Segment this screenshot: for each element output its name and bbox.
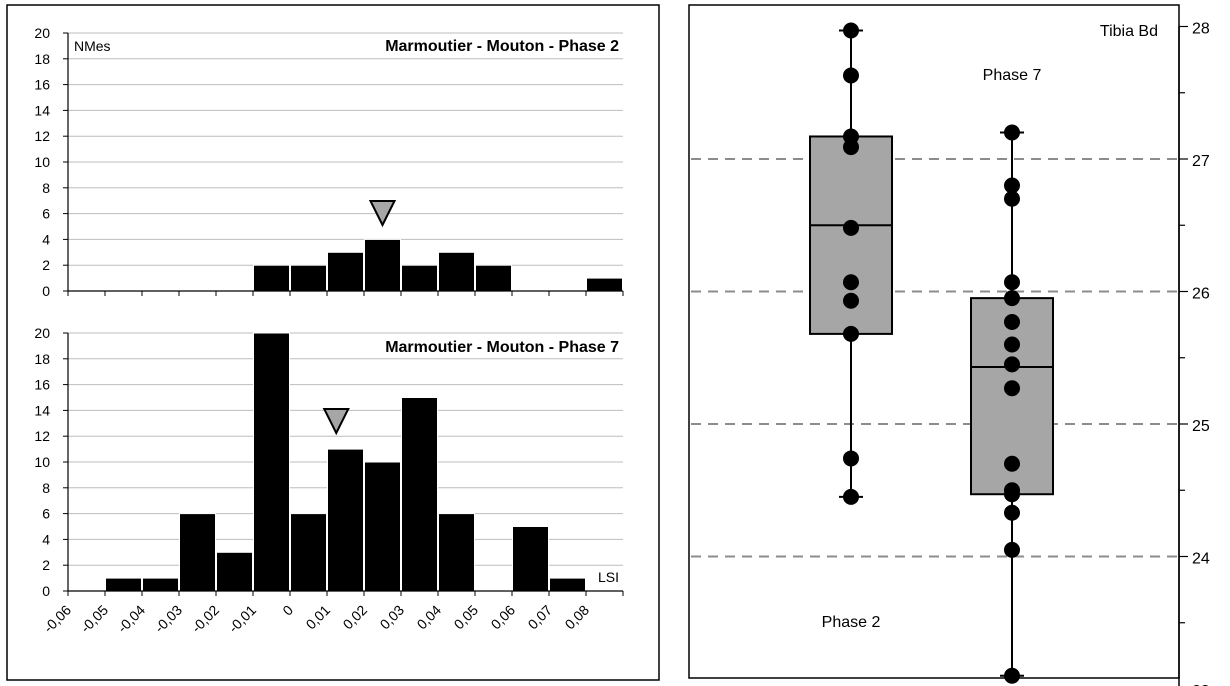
y-tick-label: 27 xyxy=(1192,153,1210,170)
data-point xyxy=(1004,356,1020,373)
data-point xyxy=(843,139,859,156)
y-tick-label: 8 xyxy=(42,180,50,196)
histogram-phase-2-mean-marker xyxy=(368,200,397,228)
histogram-bar xyxy=(401,397,438,592)
data-point xyxy=(843,274,859,291)
histogram-bar xyxy=(216,551,253,592)
y-tick-label: 26 xyxy=(1192,286,1210,303)
histogram-phase-7-bars xyxy=(105,332,586,592)
histogram-bar xyxy=(142,577,179,592)
data-point xyxy=(1004,313,1020,330)
data-point xyxy=(1004,274,1020,291)
histogram-bar xyxy=(549,577,586,592)
y-tick-label: 16 xyxy=(34,77,50,93)
boxplot-group-phase-2 xyxy=(809,22,893,505)
histogram-bar xyxy=(512,526,549,592)
data-point xyxy=(1004,667,1020,684)
data-point xyxy=(1004,190,1020,207)
boxplot-title: Tibia Bd xyxy=(1100,23,1158,40)
y-tick-label: 4 xyxy=(42,231,50,247)
y-tick-label: 2 xyxy=(42,257,50,273)
boxplot-group-phase-7 xyxy=(970,124,1054,684)
y-tick-label: 10 xyxy=(34,154,50,170)
y-tick-label: 24 xyxy=(1192,551,1210,568)
histogram-phase-7-title: Marmoutier - Mouton - Phase 7 xyxy=(385,339,619,356)
data-point xyxy=(1004,336,1020,353)
y-tick-label: 25 xyxy=(1192,418,1210,435)
data-point xyxy=(843,22,859,39)
y-tick-label: 20 xyxy=(34,25,50,41)
data-point xyxy=(1004,124,1020,141)
histogram-phase-7-xlabel: LSI xyxy=(598,569,619,585)
histogram-bar xyxy=(364,238,401,292)
y-tick-label: 10 xyxy=(34,454,50,470)
histogram-bar xyxy=(179,513,216,592)
y-tick-label: 18 xyxy=(34,351,50,367)
histogram-bar xyxy=(438,513,475,592)
y-tick-label: 4 xyxy=(42,531,50,547)
data-point xyxy=(843,488,859,505)
y-tick-label: 12 xyxy=(34,128,50,144)
data-point xyxy=(1004,380,1020,397)
histogram-phase-2: 0 2 4 6 8 10 12 14 16 18 20 NMes Marmoutier - Mout… xyxy=(34,25,624,299)
right-panel-frame xyxy=(688,4,1180,679)
y-tick-label: 8 xyxy=(42,480,50,496)
y-tick-label: 0 xyxy=(42,583,50,599)
data-point xyxy=(843,325,859,342)
data-point xyxy=(843,219,859,236)
histogram-phase-2-yticks: 0 2 4 6 8 10 12 14 16 18 20 xyxy=(34,25,50,299)
data-point xyxy=(1004,177,1020,194)
histogram-bar xyxy=(401,264,438,292)
histogram-phase-2-ylabel: NMes xyxy=(74,38,111,54)
data-point xyxy=(1004,486,1020,503)
histogram-bar xyxy=(475,264,512,292)
y-tick-label: 14 xyxy=(34,402,50,418)
y-tick-label: 6 xyxy=(42,506,50,522)
data-point xyxy=(843,67,859,84)
histogram-bar xyxy=(290,264,327,292)
y-tick-label: 23 xyxy=(1192,683,1210,686)
data-point xyxy=(843,292,859,309)
histogram-phase-7-axes xyxy=(63,332,624,596)
boxplot-tibia-bd: 23 24 25 26 27 28 Tibia Bd Phase 7 Phase 2 xyxy=(691,21,1210,686)
histogram-bar xyxy=(438,251,475,292)
histogram-phase-2-grid xyxy=(68,32,623,266)
boxplot-label-phase-7: Phase 7 xyxy=(983,67,1042,84)
boxplot-label-phase-2: Phase 2 xyxy=(822,614,881,631)
boxplot-grid xyxy=(691,158,1179,558)
y-tick-label: 12 xyxy=(34,428,50,444)
histogram-bar xyxy=(327,251,364,292)
y-tick-label: 14 xyxy=(34,102,50,118)
y-tick-label: 20 xyxy=(34,325,50,341)
y-tick-label: 2 xyxy=(42,557,50,573)
data-point xyxy=(1004,541,1020,558)
y-tick-label: 6 xyxy=(42,206,50,222)
histogram-bar xyxy=(364,461,401,592)
y-tick-label: 18 xyxy=(34,51,50,67)
data-point xyxy=(1004,290,1020,307)
histogram-phase-2-title: Marmoutier - Mouton - Phase 2 xyxy=(385,38,619,55)
y-tick-label: 28 xyxy=(1192,21,1210,38)
histogram-phase-7-yticks: 0 2 4 6 8 10 12 14 16 18 20 xyxy=(34,325,50,599)
data-point xyxy=(1004,504,1020,521)
histogram-bar xyxy=(290,513,327,592)
mean-marker-triangle xyxy=(322,408,350,436)
data-point xyxy=(1004,455,1020,472)
mean-marker-triangle xyxy=(368,200,397,228)
boxplot-axis xyxy=(1178,25,1188,686)
histogram-bar xyxy=(253,332,290,592)
boxplot-yticks: 23 24 25 26 27 28 xyxy=(1192,21,1210,686)
data-point xyxy=(843,450,859,467)
histogram-phase-2-axes xyxy=(63,32,624,296)
histogram-phase-7-mean-marker xyxy=(322,408,350,436)
histogram-bar xyxy=(105,577,142,592)
histogram-bar xyxy=(586,277,623,292)
y-tick-label: 0 xyxy=(42,283,50,299)
histogram-bar xyxy=(253,264,290,292)
histogram-bar xyxy=(327,448,364,592)
y-tick-label: 16 xyxy=(34,377,50,393)
